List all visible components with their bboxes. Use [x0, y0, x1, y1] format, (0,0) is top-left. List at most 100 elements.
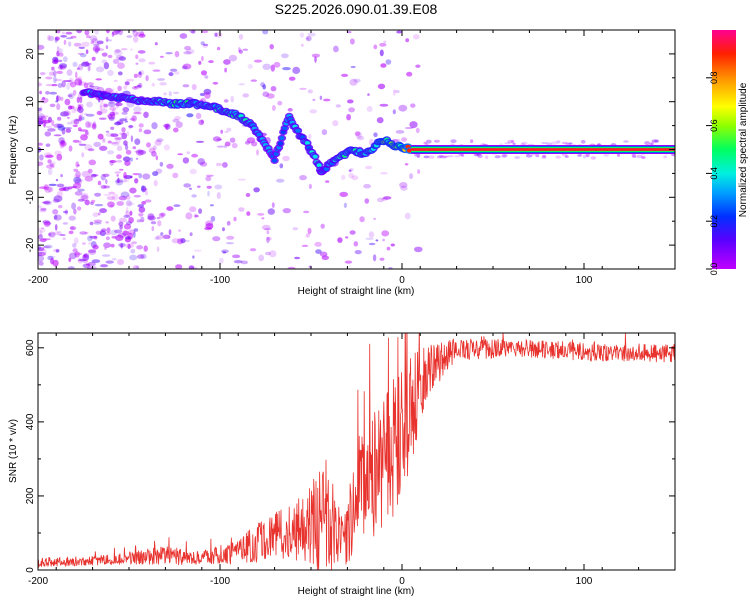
noise-speck	[261, 217, 265, 220]
noise-speck	[353, 78, 361, 83]
noise-speck	[399, 182, 408, 188]
noise-speck	[189, 232, 193, 237]
noise-speck	[561, 141, 569, 145]
noise-speck	[94, 30, 99, 35]
noise-speck	[65, 31, 73, 35]
snr-plot: -200 -100 0 100 0 200 400 600 Height of straigh…	[8, 332, 676, 597]
noise-speck	[443, 155, 449, 158]
noise-speck	[115, 102, 123, 107]
noise-speck	[109, 111, 116, 117]
noise-speck	[48, 231, 56, 237]
y-tick-label: 400	[25, 413, 36, 430]
noise-speck	[178, 229, 181, 232]
noise-speck	[64, 98, 71, 106]
noise-speck	[93, 219, 103, 223]
noise-speck	[312, 98, 316, 101]
noise-speck	[253, 187, 260, 193]
noise-speck	[63, 210, 68, 214]
noise-speck	[92, 45, 101, 52]
noise-speck	[38, 251, 42, 257]
noise-speck	[87, 64, 91, 72]
noise-speck	[332, 120, 339, 127]
noise-speck	[152, 69, 161, 72]
noise-speck	[377, 83, 386, 90]
noise-speck	[650, 141, 654, 146]
noise-speck	[413, 153, 421, 157]
noise-speck	[262, 30, 269, 35]
noise-speck	[56, 103, 61, 111]
noise-speck	[305, 233, 310, 238]
noise-speck	[325, 180, 330, 183]
noise-speck	[299, 32, 305, 38]
noise-speck	[47, 186, 54, 193]
noise-speck	[44, 244, 53, 249]
noise-speck	[77, 198, 85, 202]
noise-speck	[152, 145, 157, 151]
noise-speck	[250, 79, 257, 82]
noise-speck	[88, 249, 97, 256]
noise-speck	[68, 41, 72, 47]
noise-speck	[123, 230, 130, 236]
noise-speck	[158, 212, 164, 219]
noise-speck	[71, 108, 76, 114]
noise-speck	[148, 61, 156, 65]
noise-speck	[137, 254, 145, 259]
noise-speck	[105, 132, 115, 137]
noise-speck	[85, 130, 89, 135]
noise-speck	[118, 195, 128, 201]
noise-speck	[351, 175, 359, 181]
noise-speck	[133, 106, 142, 113]
noise-speck	[512, 142, 516, 145]
x-tick-label: 100	[576, 275, 593, 286]
noise-speck	[333, 45, 339, 53]
noise-speck	[93, 43, 100, 47]
noise-speck	[470, 139, 474, 144]
noise-speck	[315, 249, 322, 255]
noise-speck	[182, 157, 190, 164]
noise-speck	[117, 71, 123, 76]
noise-speck	[123, 171, 127, 179]
noise-speck	[47, 34, 51, 41]
noise-speck	[525, 154, 533, 158]
noise-speck	[42, 220, 50, 224]
noise-speck	[154, 139, 162, 146]
noise-speck	[124, 236, 132, 243]
noise-speck	[148, 147, 156, 154]
x-tick-label: 100	[576, 576, 593, 587]
noise-speck	[216, 138, 223, 141]
noise-speck	[94, 203, 104, 207]
noise-speck	[368, 242, 376, 246]
noise-speck	[116, 154, 122, 160]
noise-speck	[345, 236, 349, 239]
noise-speck	[48, 35, 54, 42]
noise-speck	[116, 201, 124, 206]
noise-speck	[270, 86, 277, 92]
noise-speck	[118, 217, 127, 223]
noise-speck	[119, 225, 123, 230]
noise-speck	[64, 127, 73, 130]
ridge-point	[279, 136, 285, 141]
noise-speck	[104, 231, 111, 235]
noise-speck	[197, 158, 205, 165]
noise-speck	[262, 63, 272, 70]
noise-speck	[43, 184, 49, 191]
noise-speck	[156, 235, 164, 240]
noise-speck	[39, 238, 47, 243]
noise-speck	[183, 51, 192, 55]
noise-speck	[226, 127, 232, 132]
noise-speck	[99, 102, 108, 108]
y-tick-label: 10	[25, 96, 36, 108]
noise-speck	[502, 153, 508, 158]
noise-speck	[45, 84, 54, 87]
noise-speck	[76, 96, 81, 104]
noise-speck	[172, 118, 180, 123]
noise-speck	[198, 60, 202, 65]
noise-speck	[135, 31, 141, 37]
noise-speck	[373, 217, 377, 221]
noise-speck	[321, 255, 329, 260]
noise-speck	[78, 46, 86, 49]
noise-speck	[143, 245, 148, 252]
noise-speck	[92, 121, 97, 129]
noise-speck	[91, 199, 96, 203]
noise-speck	[57, 125, 66, 131]
